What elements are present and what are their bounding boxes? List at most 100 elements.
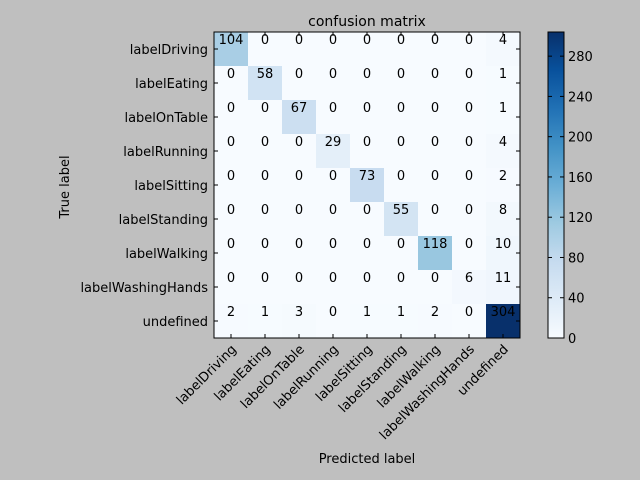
cell-value-label: 0 — [431, 33, 439, 48]
cell-value-label: 0 — [431, 169, 439, 184]
heatmap-cell — [452, 32, 487, 67]
cell-value-label: 0 — [329, 33, 337, 48]
cell-value-label: 0 — [227, 271, 235, 286]
cell-value-label: 0 — [397, 135, 405, 150]
heatmap-cell — [452, 202, 487, 237]
heatmap-cells — [214, 32, 521, 339]
heatmap-cell — [214, 32, 249, 67]
cell-value-label: 11 — [495, 271, 512, 286]
cell-value-label: 1 — [499, 101, 507, 116]
heatmap-cell — [486, 270, 521, 305]
heatmap-cell — [350, 236, 385, 271]
cell-value-label: 1 — [261, 305, 269, 320]
heatmap-cell — [486, 32, 521, 67]
heatmap-cell — [486, 236, 521, 271]
cell-value-label: 0 — [295, 169, 303, 184]
colorbar-tick-label: 280 — [568, 50, 593, 65]
heatmap-cell — [350, 270, 385, 305]
heatmap-cell — [418, 304, 453, 339]
cell-value-label: 0 — [261, 169, 269, 184]
heatmap-cell — [486, 66, 521, 101]
heatmap-cell — [418, 168, 453, 203]
heatmap-cell — [248, 32, 283, 67]
colorbar-tick-label: 0 — [568, 332, 576, 347]
cell-value-label: 0 — [295, 237, 303, 252]
cell-value-label: 0 — [431, 135, 439, 150]
cell-value-label: 2 — [499, 169, 507, 184]
cell-value-label: 0 — [465, 101, 473, 116]
heatmap-cell — [350, 66, 385, 101]
cell-value-label: 104 — [219, 33, 244, 48]
cell-value-label: 0 — [465, 67, 473, 82]
heatmap-cell — [452, 270, 487, 305]
heatmap-cell — [316, 66, 351, 101]
heatmap-cell — [214, 236, 249, 271]
cell-value-label: 2 — [431, 305, 439, 320]
cell-value-label: 0 — [397, 101, 405, 116]
cell-value-label: 0 — [431, 67, 439, 82]
heatmap-cell — [316, 134, 351, 169]
cell-value-label: 0 — [329, 305, 337, 320]
cell-value-label: 0 — [465, 135, 473, 150]
heatmap-cell — [214, 304, 249, 339]
heatmap-cell — [350, 168, 385, 203]
heatmap-cell — [316, 202, 351, 237]
cell-value-label: 0 — [261, 237, 269, 252]
heatmap-cell — [384, 100, 419, 135]
colorbar — [547, 31, 565, 339]
cell-value-label: 0 — [329, 67, 337, 82]
cell-value-label: 0 — [329, 271, 337, 286]
colorbar-tick-label: 240 — [568, 90, 593, 105]
cell-value-label: 0 — [465, 169, 473, 184]
heatmap-cell — [384, 32, 419, 67]
cell-value-label: 0 — [397, 169, 405, 184]
heatmap-cell — [282, 236, 317, 271]
heatmap-cell — [214, 100, 249, 135]
colorbar-tick-label: 40 — [568, 292, 585, 307]
heatmap-cell — [316, 32, 351, 67]
heatmap-cell — [452, 100, 487, 135]
heatmap-cell — [452, 304, 487, 339]
cell-value-label: 0 — [363, 101, 371, 116]
cell-value-label: 2 — [227, 305, 235, 320]
heatmap-cell — [248, 304, 283, 339]
cell-value-label: 0 — [227, 203, 235, 218]
cell-value-label: 0 — [227, 101, 235, 116]
cell-value-label: 10 — [495, 237, 512, 252]
cell-value-label: 0 — [363, 237, 371, 252]
cell-value-label: 0 — [227, 169, 235, 184]
heatmap-cell — [282, 168, 317, 203]
y-tick-label: labelStanding — [119, 213, 208, 228]
heatmap-cell — [384, 202, 419, 237]
cell-value-label: 1 — [499, 67, 507, 82]
heatmap-cell — [384, 134, 419, 169]
heatmap-cell — [282, 304, 317, 339]
heatmap-cell — [418, 100, 453, 135]
cell-value-label: 0 — [465, 305, 473, 320]
heatmap-cell — [418, 270, 453, 305]
cell-value-label: 304 — [491, 305, 516, 320]
cell-value-label: 0 — [431, 203, 439, 218]
cell-value-label: 0 — [329, 101, 337, 116]
cell-value-label: 0 — [465, 33, 473, 48]
heatmap-cell — [418, 134, 453, 169]
heatmap-cell — [486, 304, 521, 339]
heatmap-cell — [452, 134, 487, 169]
cell-value-label: 0 — [363, 203, 371, 218]
heatmap-cell — [384, 304, 419, 339]
cell-value-label: 73 — [359, 169, 376, 184]
cell-value-label: 0 — [329, 169, 337, 184]
heatmap-cell — [418, 66, 453, 101]
cell-value-label: 0 — [431, 101, 439, 116]
heatmap-cell — [248, 236, 283, 271]
heatmap-cell — [214, 270, 249, 305]
cell-value-label: 0 — [261, 33, 269, 48]
heatmap-cell — [282, 270, 317, 305]
y-tick-label: undefined — [143, 315, 208, 330]
heatmap-cell — [486, 134, 521, 169]
cell-value-label: 0 — [397, 67, 405, 82]
heatmap-cell — [282, 100, 317, 135]
y-tick-label: labelOnTable — [124, 111, 208, 126]
heatmap-cell — [452, 66, 487, 101]
